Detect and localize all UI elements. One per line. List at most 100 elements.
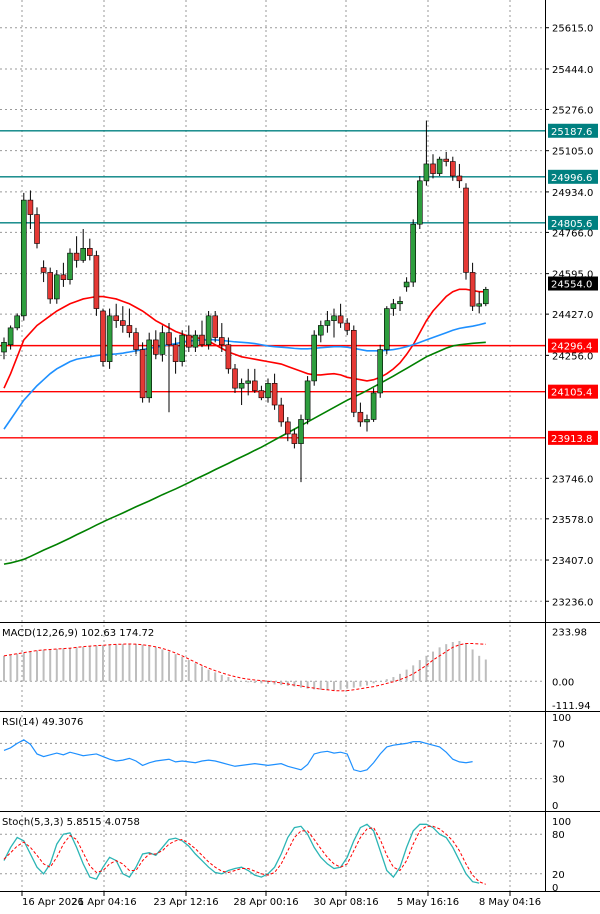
price-axis: 25615.0 25444.0 25276.0 25105.0 24934.0 24766… bbox=[545, 24, 598, 608]
stoch-axis-label-0: 100 bbox=[552, 817, 571, 828]
candle-body-63 bbox=[416, 180, 423, 225]
candle-body-53 bbox=[350, 329, 357, 413]
moving-averages bbox=[3, 288, 486, 565]
candle-body-3 bbox=[20, 199, 27, 317]
candle-body-57 bbox=[377, 349, 384, 394]
candle-body-28 bbox=[186, 334, 192, 348]
level-tag-5 bbox=[548, 430, 598, 445]
price-tick-label-4: 24934.0 bbox=[552, 188, 593, 199]
candle-body-45 bbox=[298, 419, 304, 444]
candle-body-41 bbox=[271, 383, 278, 406]
candle-body-6 bbox=[40, 267, 47, 273]
rsi-axis-label-1: 70 bbox=[552, 739, 565, 750]
candle-body-15 bbox=[100, 310, 106, 362]
macd-axis-label-1: 0.00 bbox=[552, 677, 574, 688]
price-tick-label-11: 23407.0 bbox=[552, 556, 593, 567]
level-label-1: 24996.6 bbox=[551, 173, 592, 184]
candle-body-68 bbox=[449, 161, 456, 177]
candle-body-66 bbox=[436, 158, 443, 174]
candle-body-42 bbox=[278, 404, 285, 423]
candle-body-69 bbox=[456, 175, 463, 182]
price-tick-label-7: 24427.0 bbox=[552, 310, 593, 321]
rsi-axis-label-2: 30 bbox=[552, 775, 565, 786]
macd-panel: MACD(12,26,9) 102.63 174.72 233.98 0.00 -11… bbox=[0, 628, 591, 712]
candle-body-37 bbox=[245, 380, 251, 384]
price-tick-label-10: 23578.0 bbox=[552, 515, 593, 526]
candle-body-59 bbox=[390, 303, 397, 309]
candle-body-16 bbox=[106, 315, 113, 362]
candle-body-25 bbox=[166, 332, 172, 346]
candle-body-38 bbox=[252, 380, 258, 391]
candle-body-39 bbox=[258, 390, 265, 399]
level-tag-0 bbox=[548, 123, 598, 138]
candle-body-13 bbox=[87, 248, 93, 256]
candle-body-11 bbox=[73, 252, 80, 261]
candle-body-18 bbox=[120, 320, 126, 326]
level-tag-3 bbox=[548, 338, 598, 353]
candle-body-14 bbox=[93, 255, 100, 309]
candle-body-7 bbox=[47, 272, 54, 300]
level-label-5: 23913.8 bbox=[551, 434, 592, 445]
candle-body-31 bbox=[205, 315, 212, 346]
candle-body-21 bbox=[139, 349, 146, 399]
candle-body-22 bbox=[146, 339, 152, 399]
candle-body-35 bbox=[232, 368, 238, 389]
candle-body-52 bbox=[344, 322, 351, 331]
time-tick-label-3: 28 Apr 00:16 bbox=[233, 897, 298, 908]
stoch-axis-label-1: 80 bbox=[552, 830, 565, 841]
candle-body-43 bbox=[284, 421, 291, 435]
grid-lines bbox=[0, 0, 545, 891]
candle-body-0 bbox=[1, 342, 7, 353]
candle-body-47 bbox=[311, 334, 318, 382]
level-label-3: 24296.4 bbox=[551, 342, 592, 353]
candle-body-33 bbox=[219, 337, 225, 346]
rsi-panel: RSI(14) 49.3076 100 70 30 0 bbox=[0, 713, 571, 812]
candle-body-20 bbox=[133, 332, 139, 350]
time-tick-label-6: 8 May 04:16 bbox=[479, 897, 541, 908]
moving-average-0 bbox=[3, 288, 486, 389]
candle-body-44 bbox=[291, 433, 298, 444]
candle-body-19 bbox=[126, 325, 133, 333]
candle-body-29 bbox=[192, 334, 199, 348]
rsi-title: RSI(14) 49.3076 bbox=[2, 717, 83, 728]
candle-body-71 bbox=[469, 272, 476, 307]
candle-body-1 bbox=[7, 327, 14, 346]
stoch-axis-label-3: 0 bbox=[552, 883, 558, 894]
stoch-k-line bbox=[3, 823, 480, 884]
candle-body-24 bbox=[159, 332, 166, 355]
candles bbox=[1, 120, 489, 483]
rsi-axis-label-0: 100 bbox=[552, 713, 571, 724]
level-tag-4 bbox=[548, 384, 598, 399]
stoch-panel: Stoch(5,3,3) 5.8515 4.0758 100 80 20 0 bbox=[0, 817, 571, 894]
time-tick-label-1: 21 Apr 04:16 bbox=[71, 897, 136, 908]
horizontal-levels[interactable]: 25187.6 24996.6 24805.6 24296.4 24105.4 23913… bbox=[0, 123, 598, 445]
candle-body-12 bbox=[80, 248, 86, 261]
level-tag-1 bbox=[548, 169, 598, 184]
candle-body-36 bbox=[238, 383, 245, 389]
candle-body-34 bbox=[225, 344, 232, 370]
stoch-title: Stoch(5,3,3) 5.8515 4.0758 bbox=[2, 817, 140, 828]
level-label-0: 25187.6 bbox=[551, 127, 592, 138]
price-tick-label-0: 25615.0 bbox=[552, 24, 593, 35]
candle-body-8 bbox=[53, 274, 60, 300]
panel-frames bbox=[0, 0, 600, 892]
level-tag-2 bbox=[548, 215, 598, 230]
price-tick-label-1: 25444.0 bbox=[552, 65, 593, 76]
price-tick-label-5: 24766.0 bbox=[552, 228, 593, 239]
macd-title: MACD(12,26,9) 102.63 174.72 bbox=[2, 628, 154, 639]
candle-body-67 bbox=[443, 158, 450, 162]
stoch-axis-label-2: 20 bbox=[552, 870, 565, 881]
candle-body-2 bbox=[14, 315, 20, 329]
rsi-axis-label-3: 0 bbox=[552, 801, 558, 812]
time-tick-label-5: 5 May 16:16 bbox=[397, 897, 459, 908]
candle-body-64 bbox=[423, 163, 430, 182]
moving-average-1 bbox=[3, 322, 486, 430]
candle-body-48 bbox=[317, 325, 324, 336]
candle-body-30 bbox=[199, 334, 205, 346]
price-tick-label-6: 24595.0 bbox=[552, 270, 593, 281]
current-price-label: 24554.0 bbox=[551, 280, 592, 291]
candle-body-17 bbox=[113, 315, 119, 321]
candle-body-54 bbox=[357, 411, 364, 423]
